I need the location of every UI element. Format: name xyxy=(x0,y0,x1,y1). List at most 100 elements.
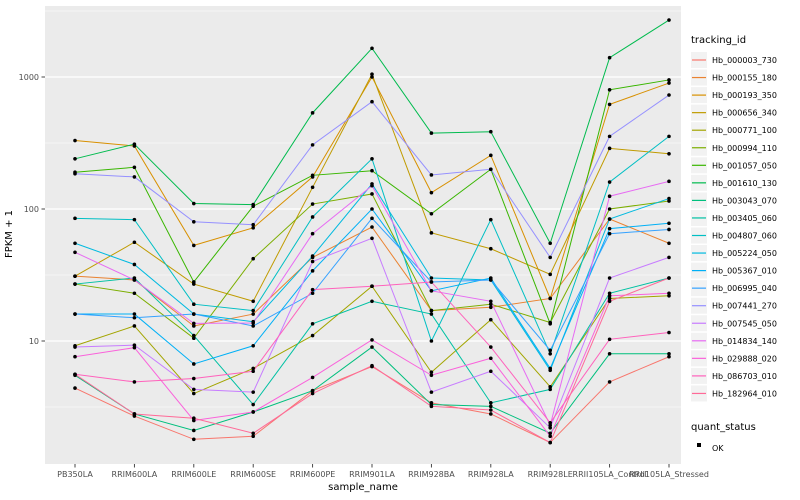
legend-label-Hb_007441_270: Hb_007441_270 xyxy=(712,302,777,311)
plot-layer: 10 100 1000 PB350LA RRIM600LA RRIM600LE RRIM60… xyxy=(19,6,709,479)
data-point xyxy=(310,333,315,338)
data-point xyxy=(192,362,196,366)
data-point xyxy=(489,345,493,349)
data-point xyxy=(192,376,196,381)
data-point xyxy=(489,167,493,172)
data-point xyxy=(607,146,612,151)
data-point xyxy=(548,387,552,392)
legend-label-Hb_001610_130: Hb_001610_130 xyxy=(712,179,777,188)
y-axis-title: FPKM + 1 xyxy=(4,210,15,258)
data-point xyxy=(429,190,434,195)
legend-label-Hb_005367_010: Hb_005367_010 xyxy=(712,267,777,276)
data-point xyxy=(548,321,552,326)
x-tick-label: RRIM600SE xyxy=(230,470,276,479)
data-point xyxy=(667,93,671,97)
y-tick-label: 100 xyxy=(24,205,39,214)
data-point xyxy=(310,254,315,258)
data-point xyxy=(370,72,374,77)
data-point xyxy=(548,421,552,425)
data-point xyxy=(73,372,77,377)
data-point xyxy=(607,296,612,301)
data-point xyxy=(370,192,374,196)
data-point xyxy=(192,324,196,328)
data-point xyxy=(251,402,255,407)
data-point xyxy=(489,317,493,322)
data-point xyxy=(489,153,493,158)
legend-label-Hb_014834_140: Hb_014834_140 xyxy=(712,337,777,346)
data-point xyxy=(310,215,315,219)
data-point xyxy=(310,173,315,178)
data-point xyxy=(489,356,493,361)
data-point xyxy=(192,437,196,442)
data-point xyxy=(429,370,434,375)
data-point xyxy=(73,171,77,176)
data-point xyxy=(132,217,137,222)
data-point xyxy=(132,291,137,296)
data-point xyxy=(667,276,671,280)
data-point xyxy=(489,246,493,251)
data-point xyxy=(607,337,612,342)
x-tick-label: RRII105LA_Stressed xyxy=(629,470,709,479)
data-point xyxy=(548,351,552,356)
data-point xyxy=(429,131,434,135)
data-point xyxy=(607,180,612,184)
data-point xyxy=(310,321,315,326)
data-point xyxy=(607,294,612,298)
data-point xyxy=(132,165,137,170)
data-point xyxy=(667,196,671,201)
data-point xyxy=(132,240,137,245)
shape-legend-label: OK xyxy=(712,444,724,453)
x-tick-label: RRII105LA_Control xyxy=(573,470,647,479)
data-point xyxy=(667,18,671,22)
data-point xyxy=(192,428,196,433)
data-point xyxy=(429,289,434,293)
data-point xyxy=(310,291,315,296)
data-point xyxy=(370,207,374,211)
data-point xyxy=(73,354,77,359)
data-point xyxy=(667,134,671,139)
data-point xyxy=(192,201,196,206)
data-point xyxy=(548,431,552,436)
data-point xyxy=(607,87,612,92)
x-axis-title: sample_name xyxy=(328,482,398,493)
data-point xyxy=(489,404,493,409)
legend-label-Hb_001057_050: Hb_001057_050 xyxy=(712,161,777,170)
data-point xyxy=(251,202,255,207)
data-point xyxy=(251,312,255,316)
y-tick-label: 1000 xyxy=(19,73,39,82)
legend-label-Hb_086703_010: Hb_086703_010 xyxy=(712,372,777,381)
data-point xyxy=(370,216,374,221)
data-point xyxy=(548,241,552,246)
data-point xyxy=(667,294,671,298)
data-point xyxy=(548,255,552,260)
legend-label-Hb_000771_100: Hb_000771_100 xyxy=(712,126,777,135)
data-point xyxy=(429,276,434,280)
plot-panel xyxy=(45,6,681,464)
data-point xyxy=(73,386,77,390)
data-point xyxy=(251,410,255,414)
legend-label-Hb_000994_110: Hb_000994_110 xyxy=(712,144,777,153)
data-point xyxy=(132,412,137,416)
data-point xyxy=(73,345,77,349)
x-tick-label: RRIM600LE xyxy=(171,470,216,479)
data-point xyxy=(607,102,612,107)
data-point xyxy=(429,373,434,378)
data-point xyxy=(370,157,374,161)
data-point xyxy=(132,312,137,316)
data-point xyxy=(132,345,137,350)
data-point xyxy=(607,194,612,199)
data-point xyxy=(251,308,255,313)
data-point xyxy=(370,236,374,241)
data-point xyxy=(370,225,374,229)
data-point xyxy=(607,134,612,139)
data-point xyxy=(192,336,196,341)
data-point xyxy=(548,272,552,277)
data-point xyxy=(667,151,671,156)
data-point xyxy=(429,390,434,394)
data-point xyxy=(667,291,671,296)
data-point xyxy=(607,55,612,60)
data-point xyxy=(667,78,671,82)
data-point xyxy=(370,363,374,368)
data-point xyxy=(607,299,612,304)
